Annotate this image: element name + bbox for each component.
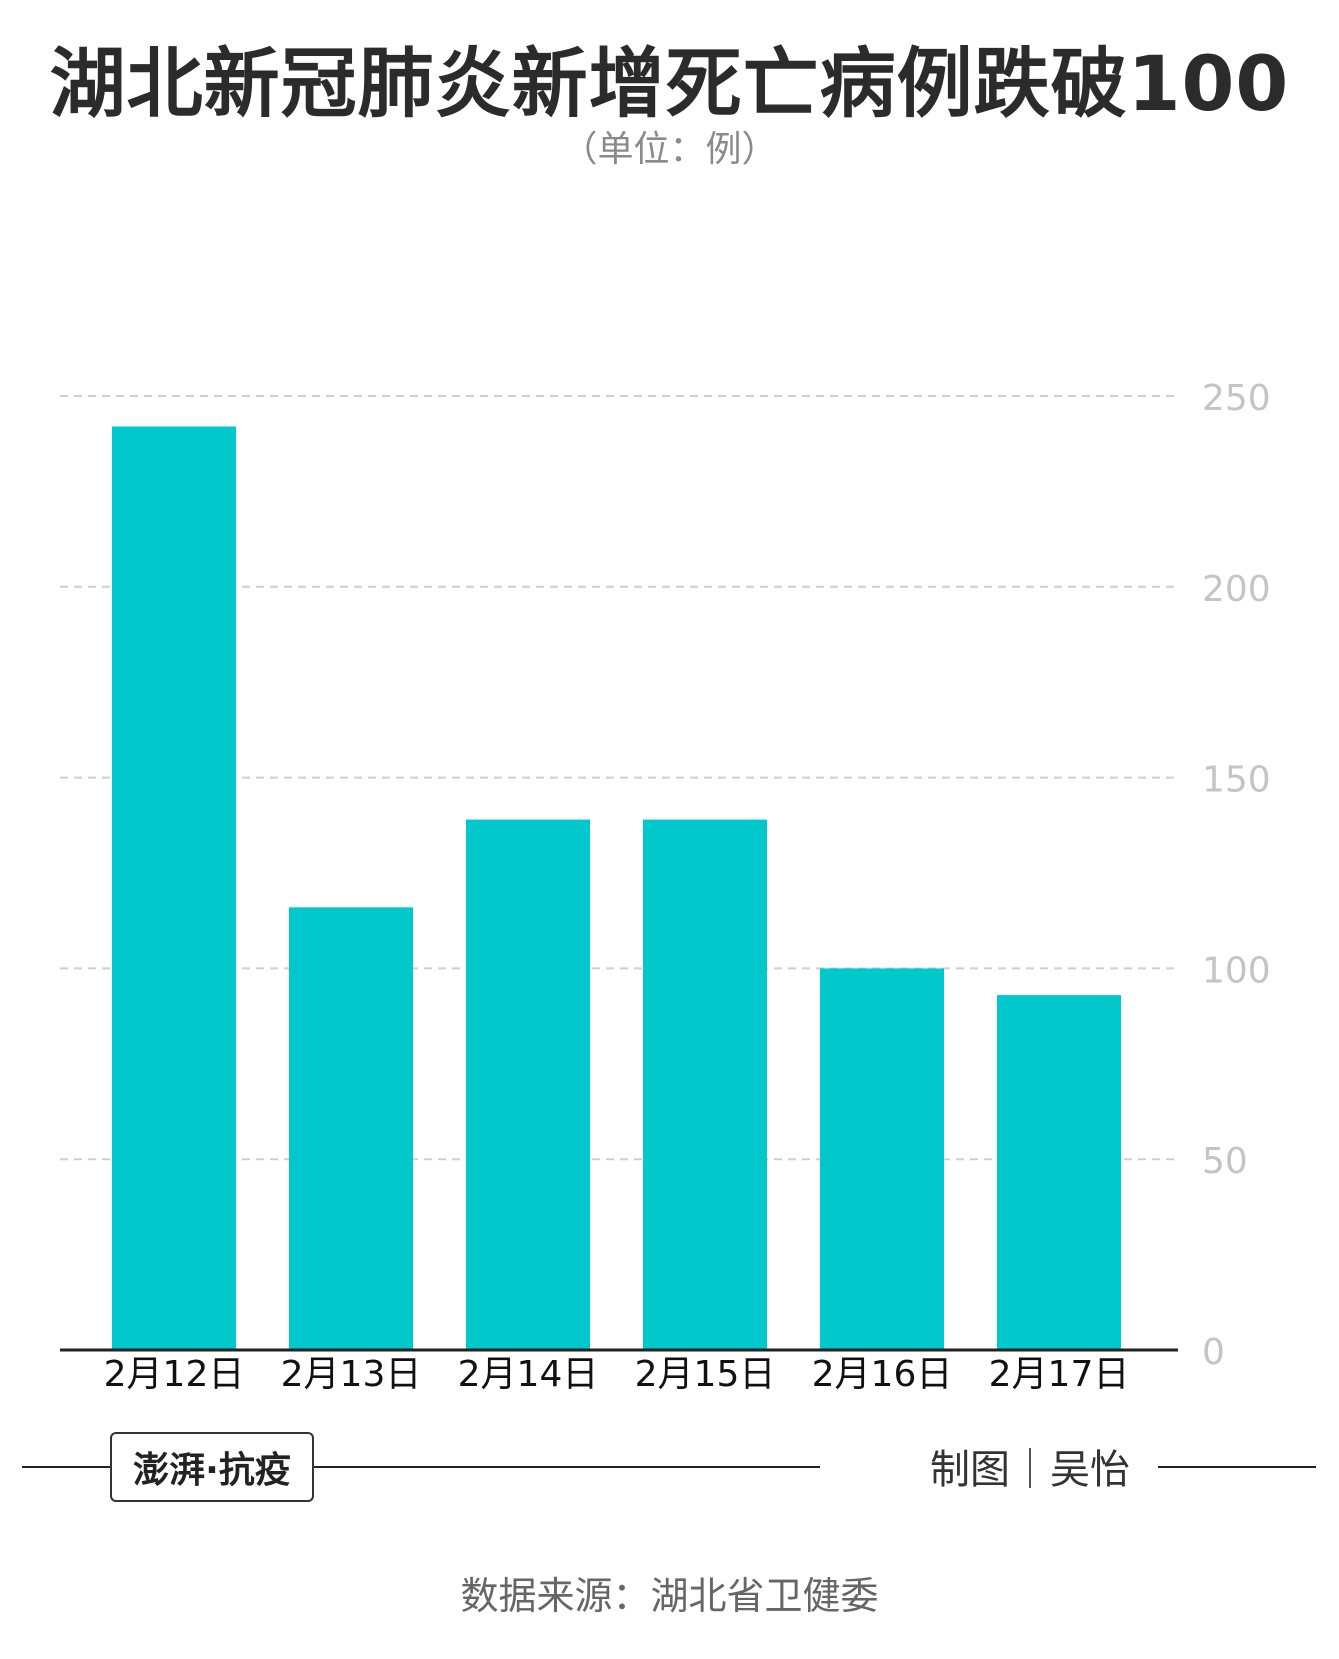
y-tick-label: 100 (1202, 950, 1271, 991)
y-tick-label: 0 (1202, 1332, 1225, 1373)
bar (466, 819, 590, 1350)
x-tick-label: 2月17日 (989, 1354, 1130, 1395)
y-tick-label: 250 (1202, 378, 1271, 419)
bar-chart: 0 50 100 150 200 250 2月12日 2月13日 2月14日 2月15日 2月16日… (60, 378, 1271, 1395)
chart-unit-subtitle: （单位：例） (561, 129, 778, 170)
x-tick-label: 2月12日 (104, 1354, 245, 1395)
x-tick-label: 2月16日 (812, 1354, 953, 1395)
thepaper-logo: 澎湃·抗疫 (110, 1432, 314, 1502)
bar (112, 426, 236, 1350)
logo-text: 澎湃·抗疫 (133, 1450, 291, 1491)
y-tick-label: 150 (1202, 760, 1271, 801)
x-tick-label: 2月14日 (458, 1354, 599, 1395)
footer-line-left (22, 1466, 110, 1468)
bar (289, 907, 413, 1350)
footer-line-right (1158, 1466, 1316, 1468)
y-tick-label: 200 (1202, 569, 1271, 610)
x-tick-label: 2月13日 (281, 1354, 422, 1395)
chart-title: 湖北新冠肺炎新增死亡病例跌破100 (49, 39, 1290, 128)
y-tick-label: 50 (1202, 1141, 1248, 1182)
bar (643, 819, 767, 1350)
bar (997, 995, 1121, 1350)
footer-line-middle (314, 1466, 820, 1468)
chart-credit: 制图｜吴怡 (930, 1447, 1130, 1493)
x-tick-label: 2月15日 (635, 1354, 776, 1395)
data-source: 数据来源：湖北省卫健委 (460, 1574, 879, 1618)
bar (820, 968, 944, 1350)
